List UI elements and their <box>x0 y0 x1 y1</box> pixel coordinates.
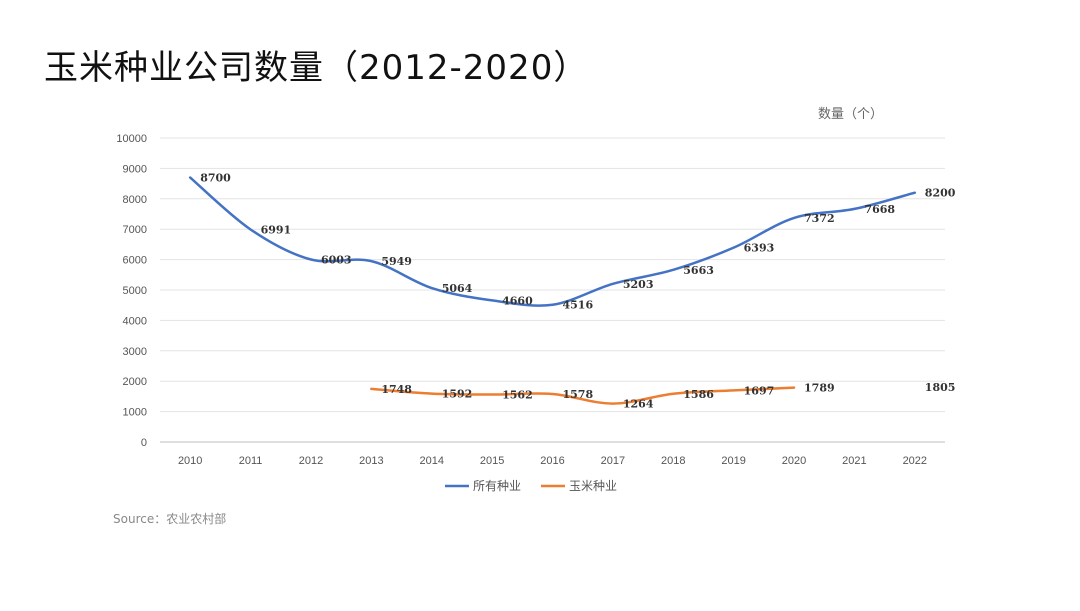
x-tick-label: 2010 <box>178 455 202 467</box>
legend: 所有种业 玉米种业 <box>445 479 617 493</box>
legend-label: 所有种业 <box>473 479 521 493</box>
x-tick-label: 2020 <box>782 455 806 467</box>
data-label: 5064 <box>442 282 473 295</box>
x-tick-label: 2011 <box>239 455 263 467</box>
data-label: 6393 <box>744 242 775 255</box>
y-tick-label: 2000 <box>123 376 147 388</box>
gridlines <box>160 138 945 442</box>
data-label: 5663 <box>683 264 714 277</box>
legend-label: 玉米种业 <box>569 479 617 493</box>
y-tick-label: 7000 <box>123 224 147 236</box>
data-label: 6003 <box>321 254 352 267</box>
data-label: 5203 <box>623 278 654 291</box>
data-label: 6991 <box>261 223 292 236</box>
y-tick-label: 9000 <box>123 163 147 175</box>
x-tick-label: 2016 <box>540 455 564 467</box>
x-axis-ticks: 2010 2011 2012 2013 2014 2015 2016 2017 2018 2019… <box>178 455 927 467</box>
source-note: Source：农业农村部 <box>113 510 226 527</box>
data-label: 1562 <box>502 389 533 402</box>
data-label: 5949 <box>381 255 412 268</box>
y-tick-label: 10000 <box>116 133 147 145</box>
series-line-all-seeds <box>190 178 915 306</box>
x-tick-label: 2019 <box>721 455 745 467</box>
data-label: 7372 <box>804 212 835 225</box>
data-labels: 8700 6991 6003 5949 5064 4660 4516 5203 5663 6393… <box>200 172 956 411</box>
y-tick-label: 6000 <box>123 255 147 267</box>
data-label: 8700 <box>200 172 231 185</box>
y-axis-ticks: 0 1000 2000 3000 4000 5000 6000 7000 8000 9000 100… <box>116 133 147 449</box>
x-tick-label: 2017 <box>601 455 625 467</box>
y-tick-label: 4000 <box>123 315 147 327</box>
x-tick-label: 2018 <box>661 455 685 467</box>
data-label: 1697 <box>744 384 775 397</box>
data-label: 1748 <box>381 383 412 396</box>
x-tick-label: 2014 <box>419 455 443 467</box>
x-tick-label: 2022 <box>903 455 927 467</box>
data-label: 8200 <box>925 187 956 200</box>
data-label: 1805 <box>925 381 956 394</box>
y-tick-label: 8000 <box>123 194 147 206</box>
data-label: 4660 <box>502 294 533 307</box>
y-tick-label: 0 <box>141 437 147 449</box>
data-label: 4516 <box>563 299 594 312</box>
data-label: 1264 <box>623 398 654 411</box>
y-tick-label: 3000 <box>123 346 147 358</box>
y-tick-label: 1000 <box>123 407 147 419</box>
x-tick-label: 2021 <box>842 455 866 467</box>
data-label: 7668 <box>864 203 895 216</box>
data-label: 1586 <box>683 388 714 401</box>
x-tick-label: 2015 <box>480 455 504 467</box>
x-tick-label: 2012 <box>299 455 323 467</box>
y-tick-label: 5000 <box>123 285 147 297</box>
x-tick-label: 2013 <box>359 455 383 467</box>
data-label: 1592 <box>442 388 473 401</box>
data-label: 1578 <box>563 388 594 401</box>
data-label: 1789 <box>804 382 835 395</box>
